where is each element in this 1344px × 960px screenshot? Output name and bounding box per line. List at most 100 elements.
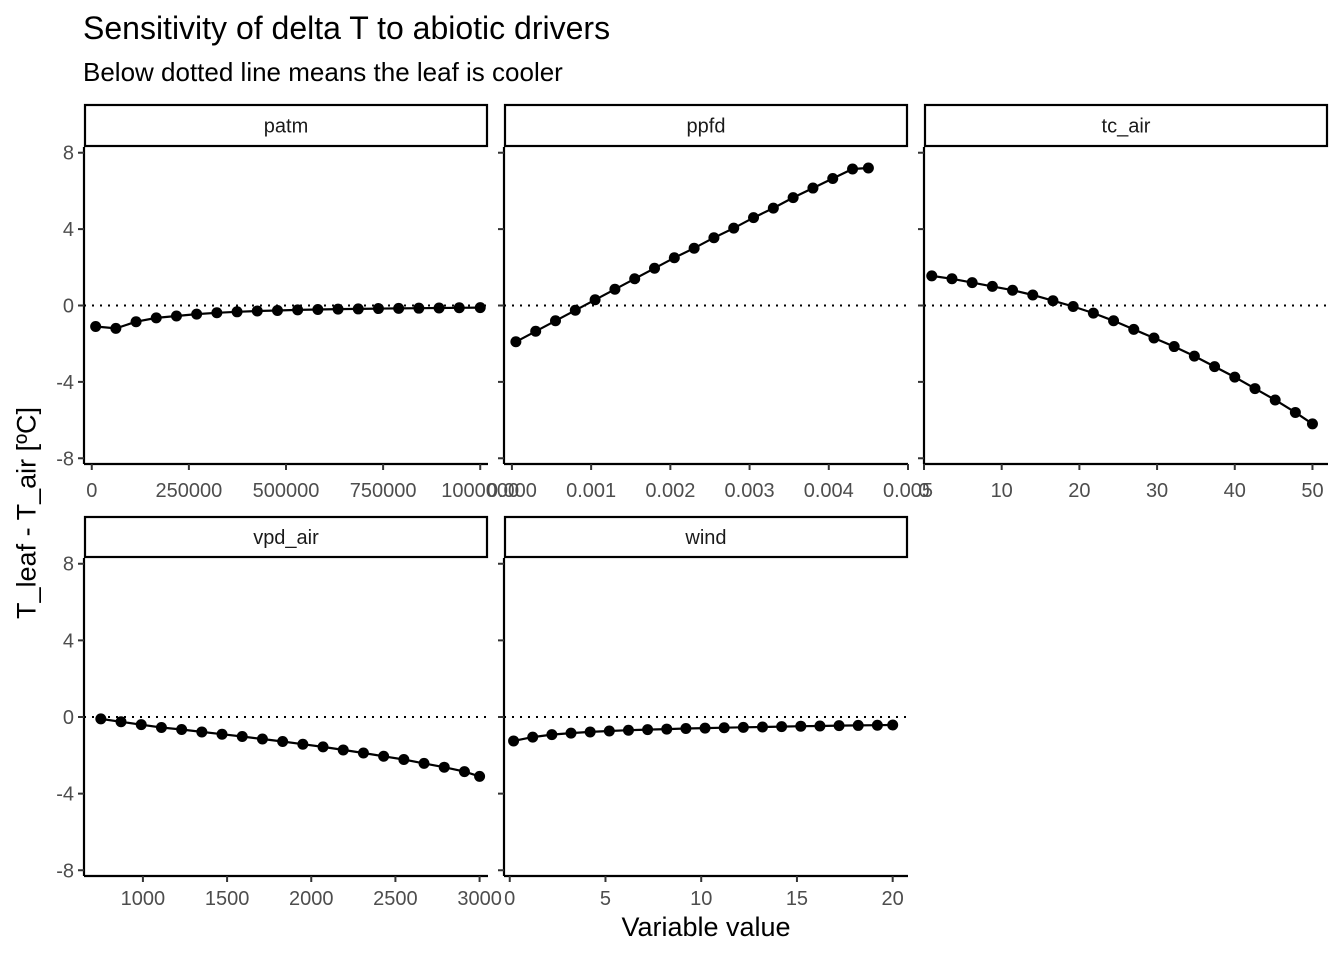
data-point xyxy=(211,307,223,319)
data-point xyxy=(474,770,486,782)
data-point xyxy=(110,322,122,334)
x-tick-label: 0 xyxy=(918,480,929,502)
data-point xyxy=(629,273,641,285)
data-point xyxy=(767,202,779,214)
data-point xyxy=(776,721,788,733)
data-point xyxy=(680,722,692,734)
data-point xyxy=(565,727,577,739)
x-axis-label: Variable value xyxy=(621,912,791,942)
x-tick-label: 50 xyxy=(1301,480,1323,502)
data-point xyxy=(508,735,520,747)
x-tick-label: 0.003 xyxy=(725,480,775,502)
facet-strip-label: wind xyxy=(684,527,726,549)
data-point xyxy=(1067,300,1079,312)
data-point xyxy=(135,719,147,731)
x-tick-label: 2500 xyxy=(373,888,418,910)
data-point xyxy=(1148,332,1160,344)
x-tick-label: 20 xyxy=(1068,480,1090,502)
data-point xyxy=(688,242,700,254)
x-tick-label: 20 xyxy=(882,888,904,910)
data-point xyxy=(357,747,369,759)
data-point xyxy=(966,277,978,289)
data-point xyxy=(115,716,127,728)
data-point xyxy=(372,303,384,315)
data-point xyxy=(317,741,329,753)
data-point xyxy=(847,163,859,175)
x-tick-label: 10 xyxy=(991,480,1013,502)
data-point xyxy=(398,754,410,766)
data-point xyxy=(852,719,864,731)
data-point xyxy=(530,325,542,337)
x-tick-label: 0 xyxy=(86,480,97,502)
facet-strip-label: patm xyxy=(264,116,308,138)
facet-strip xyxy=(83,103,489,148)
data-point xyxy=(413,302,425,314)
series-line xyxy=(931,274,1314,425)
data-point xyxy=(150,312,162,324)
data-point xyxy=(378,750,390,762)
facet-ppfd: ppfd 0.000 0.001 0.002 0.003 0.004 0.005 xyxy=(487,103,933,502)
data-point xyxy=(1209,361,1221,373)
data-point xyxy=(231,306,243,318)
y-tick-label: 8 xyxy=(63,554,74,576)
data-point xyxy=(527,731,539,743)
x-tick-label: 1000000 xyxy=(441,480,519,502)
y-tick-label: 0 xyxy=(63,707,74,729)
data-point xyxy=(271,304,283,316)
x-tick-label: 1500 xyxy=(205,888,250,910)
data-point xyxy=(1047,295,1059,307)
data-point xyxy=(352,303,364,315)
x-tick-label: 0.002 xyxy=(645,480,695,502)
x-tick-label: 15 xyxy=(786,888,808,910)
data-point xyxy=(1128,323,1140,335)
data-point xyxy=(1087,307,1099,319)
data-point xyxy=(728,222,740,234)
facet-strip xyxy=(83,515,489,559)
x-tick-label: 40 xyxy=(1224,480,1246,502)
data-point xyxy=(1269,394,1281,406)
series-line xyxy=(515,166,869,343)
data-point xyxy=(833,720,845,732)
data-point xyxy=(277,736,289,748)
data-point xyxy=(814,720,826,732)
data-point xyxy=(1289,406,1301,418)
x-tick-label: 30 xyxy=(1146,480,1168,502)
data-point xyxy=(1027,289,1039,301)
data-point xyxy=(569,304,581,316)
data-point xyxy=(292,304,304,316)
data-point xyxy=(737,721,749,733)
y-tick-label: 8 xyxy=(63,143,74,165)
x-tick-label: 750000 xyxy=(350,480,417,502)
data-point xyxy=(926,270,938,282)
y-tick-label: -8 xyxy=(56,448,74,470)
data-point xyxy=(589,294,601,306)
x-tick-label: 1000 xyxy=(121,888,166,910)
data-point xyxy=(795,720,807,732)
facet-strip xyxy=(503,103,909,148)
data-point xyxy=(668,252,680,264)
data-point xyxy=(95,713,107,725)
data-point xyxy=(642,724,654,736)
facet-wind: wind 0 5 10 15 20 xyxy=(498,515,909,910)
y-tick-label: 0 xyxy=(63,296,74,318)
y-axis-label: T_leaf - T_air [ºC] xyxy=(11,407,42,619)
data-point xyxy=(718,722,730,734)
data-point xyxy=(546,729,558,741)
facet-vpd-air: vpd_air -8 -4 0 4 8 1000 1500 2000 2500 3000 xyxy=(56,515,502,910)
data-point xyxy=(549,315,561,327)
data-point xyxy=(170,310,182,322)
chart-title: Sensitivity of delta T to abiotic driver… xyxy=(83,10,611,46)
data-point xyxy=(256,733,268,745)
data-point xyxy=(649,262,661,274)
facet-strip-label: ppfd xyxy=(687,116,726,138)
x-tick-label: 3000 xyxy=(457,888,502,910)
data-point xyxy=(1249,383,1261,395)
data-point xyxy=(756,721,768,733)
data-point xyxy=(827,173,839,185)
data-point xyxy=(708,232,720,244)
x-tick-label: 0.004 xyxy=(804,480,854,502)
data-point xyxy=(216,728,228,740)
y-tick-label: -8 xyxy=(56,860,74,882)
data-point xyxy=(986,280,998,292)
